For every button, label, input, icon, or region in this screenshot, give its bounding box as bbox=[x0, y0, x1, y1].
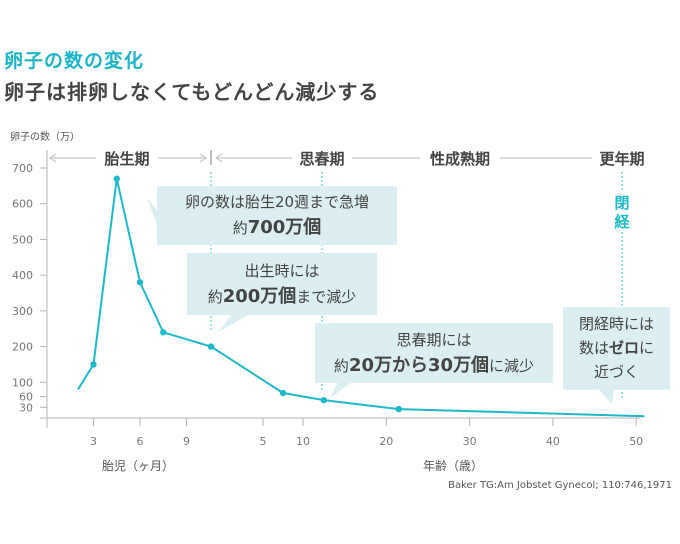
menopause-label-2: 経 bbox=[614, 213, 630, 231]
annotation-bold: ゼロ bbox=[608, 339, 639, 357]
x-tick-label: 30 bbox=[463, 435, 477, 448]
callout-pointer bbox=[598, 389, 614, 404]
annotation-bold: 700万個 bbox=[247, 217, 322, 238]
x-tick-label: 6 bbox=[137, 435, 144, 448]
data-point bbox=[113, 175, 120, 182]
callout-pointer bbox=[218, 314, 250, 332]
period-bar: 胎生期 思春期 性成熟期 更年期 bbox=[49, 150, 645, 168]
data-point bbox=[279, 389, 287, 397]
y-axis-label: 卵子の数（万） bbox=[10, 130, 80, 143]
x-tick-label: 20 bbox=[379, 435, 393, 448]
source-citation: Baker TG:Am Jobstet Gynecol; 110:746,197… bbox=[448, 480, 672, 491]
data-point bbox=[207, 343, 215, 350]
data-point bbox=[136, 279, 144, 286]
data-point bbox=[160, 329, 167, 336]
period-puberty: 思春期 bbox=[299, 150, 344, 168]
data-point bbox=[395, 405, 402, 413]
annotation-menopause: 閉経時には 数はゼロに 近づく bbox=[563, 307, 670, 390]
x-axis-label-fetal: 胎児（ヶ月） bbox=[102, 459, 174, 473]
y-tick-label: 600 bbox=[12, 198, 33, 211]
y-tick-label: 100 bbox=[12, 376, 33, 389]
annotation-text: に減少 bbox=[489, 357, 535, 375]
period-maturity: 性成熟期 bbox=[430, 150, 490, 168]
annotation-text: 数は bbox=[578, 339, 609, 357]
chart-subtitle: 卵子は排卵しなくてもどんどん減少する bbox=[4, 80, 380, 104]
annotation-700: 卵の数は胎生20週まで急増 約700万個 bbox=[157, 186, 397, 245]
x-tick-label: 40 bbox=[546, 435, 560, 448]
y-tick-label: 30 bbox=[19, 401, 33, 414]
period-fetal: 胎生期 bbox=[104, 150, 149, 168]
x-tick-label: 10 bbox=[296, 435, 310, 448]
y-tick-label: 700 bbox=[12, 162, 33, 175]
annotation-text: まで減少 bbox=[296, 288, 357, 306]
y-tick-label: 200 bbox=[12, 341, 33, 354]
data-point bbox=[320, 396, 328, 404]
x-axis-label-age: 年齢（歳） bbox=[423, 458, 483, 473]
data-point bbox=[90, 361, 97, 368]
annotation-bold: 200万個 bbox=[222, 286, 297, 307]
x-tick-label: 5 bbox=[260, 435, 267, 448]
x-tick-label: 50 bbox=[629, 435, 643, 448]
annotation-text: 閉経時には bbox=[578, 315, 654, 333]
y-tick-label: 60 bbox=[19, 391, 33, 404]
chart-title: 卵子の数の変化 bbox=[4, 50, 145, 72]
annotation-text: 約 bbox=[207, 288, 223, 306]
period-menopause: 更年期 bbox=[599, 150, 644, 168]
series-line bbox=[77, 178, 645, 418]
callout-pointer bbox=[330, 382, 352, 398]
x-tick-label: 3 bbox=[90, 435, 97, 448]
annotation-puberty: 思春期には 約20万から30万個に減少 bbox=[315, 323, 553, 383]
menopause-label-1: 閉 bbox=[614, 194, 629, 212]
annotation-text: 約 bbox=[232, 219, 248, 237]
arrow-left-icon bbox=[49, 153, 57, 163]
annotation-200: 出生時には 約200万個まで減少 bbox=[187, 253, 377, 315]
annotation-bold: 20万から30万個 bbox=[348, 355, 490, 376]
annotation-text: に bbox=[639, 339, 655, 357]
annotation-text: 約 bbox=[333, 357, 349, 375]
y-tick-label: 500 bbox=[12, 233, 33, 246]
x-tick-label: 9 bbox=[183, 435, 190, 448]
annotation-text: 出生時には bbox=[244, 262, 320, 280]
y-tick-label: 300 bbox=[12, 305, 33, 318]
annotation-text: 卵の数は胎生20週まで急増 bbox=[184, 193, 370, 211]
menopause-label-bg bbox=[612, 190, 632, 232]
arrow-left-icon bbox=[215, 153, 223, 163]
arrow-right-icon bbox=[199, 153, 207, 163]
annotation-text: 思春期には bbox=[396, 331, 472, 349]
annotation-text: 近づく bbox=[593, 363, 639, 381]
callout-pointer bbox=[147, 198, 160, 232]
y-tick-label: 400 bbox=[12, 269, 33, 282]
